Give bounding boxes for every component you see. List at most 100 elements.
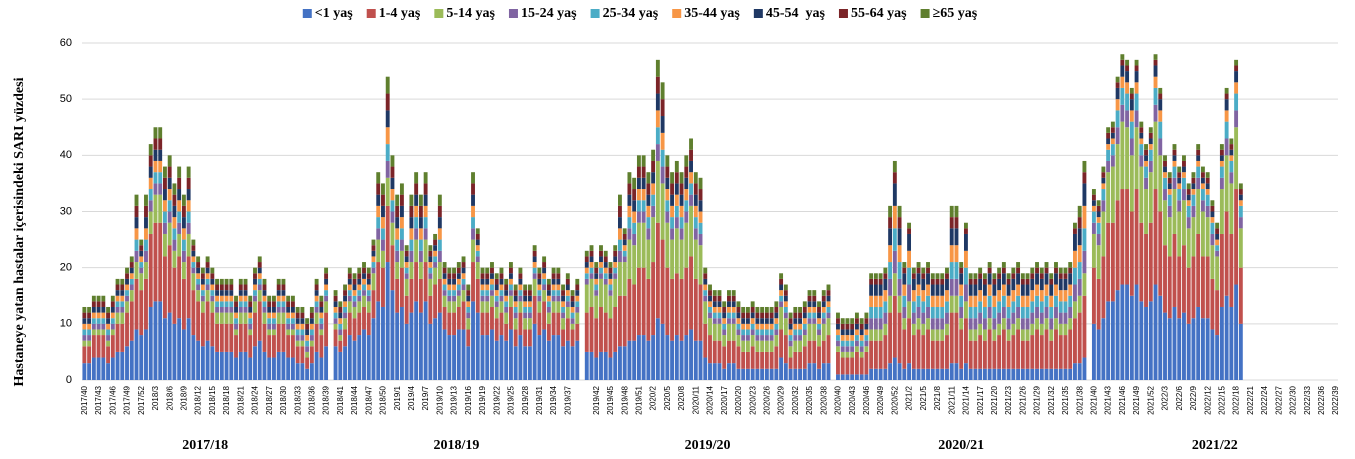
bar-segment — [869, 329, 874, 341]
bar-segment — [802, 318, 807, 324]
bar-segment — [362, 290, 366, 296]
bar-segment — [101, 306, 106, 313]
bar-segment — [949, 217, 954, 229]
bar-segment — [1167, 177, 1172, 184]
bar-segment — [129, 273, 134, 279]
bar-segment — [1077, 217, 1082, 229]
bar-segment — [480, 284, 485, 291]
bar-segment — [456, 267, 461, 274]
bar-segment — [163, 200, 167, 212]
bar-segment — [1101, 177, 1106, 184]
bar-segment — [1196, 233, 1201, 307]
bar-segment — [163, 222, 167, 234]
bar-segment — [764, 340, 769, 352]
bar-segment — [1229, 155, 1234, 161]
bar-segment — [779, 329, 784, 358]
y-tick-label: 0 — [66, 374, 72, 386]
bar-segment — [1182, 312, 1186, 380]
bar-segment — [807, 318, 812, 324]
bar-segment — [821, 301, 826, 307]
bar-segment — [987, 267, 992, 274]
bar-segment — [385, 177, 390, 206]
bar-segment — [689, 256, 693, 330]
bar-segment — [480, 290, 485, 296]
bar-segment — [238, 284, 243, 291]
bar-segment — [1172, 155, 1177, 161]
bar-segment — [892, 295, 897, 358]
bar-segment — [551, 301, 556, 313]
bar-segment — [546, 301, 551, 307]
bar-segment — [1229, 144, 1234, 150]
bar-segment — [1234, 189, 1239, 285]
bar-segment — [973, 284, 978, 296]
bar-segment — [1139, 132, 1144, 139]
bar-segment — [87, 318, 92, 324]
bar-segment — [850, 340, 855, 347]
bar-segment — [589, 250, 594, 257]
bar-segment — [499, 301, 504, 313]
bar-segment — [736, 301, 741, 307]
bar-segment — [433, 267, 438, 285]
bar-segment — [295, 340, 300, 347]
bar-segment — [963, 267, 968, 285]
bar-segment — [1158, 93, 1163, 100]
bar-segment — [821, 295, 826, 302]
bar-segment — [518, 267, 523, 274]
bar-segment — [1096, 233, 1101, 246]
bar-segment — [741, 323, 746, 330]
bar-segment — [338, 318, 343, 324]
bar-segment — [802, 301, 807, 307]
bar-segment — [148, 189, 153, 201]
bar-segment — [982, 340, 987, 369]
x-tick-label: 2022/39 — [1331, 385, 1340, 414]
bar-segment — [589, 306, 594, 352]
bar-segment — [347, 290, 352, 296]
bar-segment — [1158, 99, 1163, 111]
x-tick-label: 2022/18 — [1232, 385, 1241, 414]
bar-segment — [1234, 71, 1239, 83]
bar-segment — [745, 306, 750, 313]
bar-segment — [546, 323, 551, 341]
bar-segment — [229, 284, 234, 291]
x-tick-label: 2018/15 — [208, 385, 217, 414]
bar-segment — [423, 205, 428, 218]
bar-segment — [750, 335, 755, 347]
bar-segment — [381, 267, 385, 307]
bar-segment — [1238, 183, 1243, 190]
bar-segment — [1205, 194, 1210, 206]
bar-segment — [371, 262, 376, 268]
bar-segment — [1025, 340, 1030, 369]
bar-segment — [717, 318, 722, 324]
bar-segment — [755, 351, 760, 369]
bar-segment — [343, 312, 347, 319]
bar-segment — [1153, 121, 1158, 190]
bar-segment — [940, 368, 945, 380]
bar-segment — [532, 250, 537, 257]
bar-segment — [760, 312, 765, 319]
bar-segment — [769, 318, 774, 324]
bar-segment — [101, 301, 106, 307]
bar-segment — [101, 312, 106, 319]
bar-segment — [1134, 82, 1139, 94]
bar-segment — [181, 250, 186, 263]
bar-segment — [461, 262, 466, 268]
x-tick-label: 2022/24 — [1260, 385, 1269, 414]
legend-label: 25-34 yaş — [603, 6, 659, 21]
bar-segment — [954, 217, 959, 229]
bar-segment — [1082, 357, 1087, 380]
bar-segment — [845, 346, 850, 352]
bar-segment — [1068, 295, 1073, 307]
bar-segment — [731, 318, 736, 324]
bar-segment — [1196, 155, 1201, 161]
bar-segment — [475, 250, 480, 257]
bar-segment — [693, 340, 698, 380]
bar-segment — [736, 368, 741, 380]
bar-segment — [96, 318, 101, 324]
bar-segment — [636, 177, 641, 190]
bar-segment — [1001, 368, 1006, 380]
bar-segment — [698, 340, 703, 380]
bar-segment — [352, 278, 357, 285]
bar-segment — [1001, 318, 1006, 330]
bar-segment — [1011, 267, 1016, 274]
bar-segment — [708, 290, 712, 296]
